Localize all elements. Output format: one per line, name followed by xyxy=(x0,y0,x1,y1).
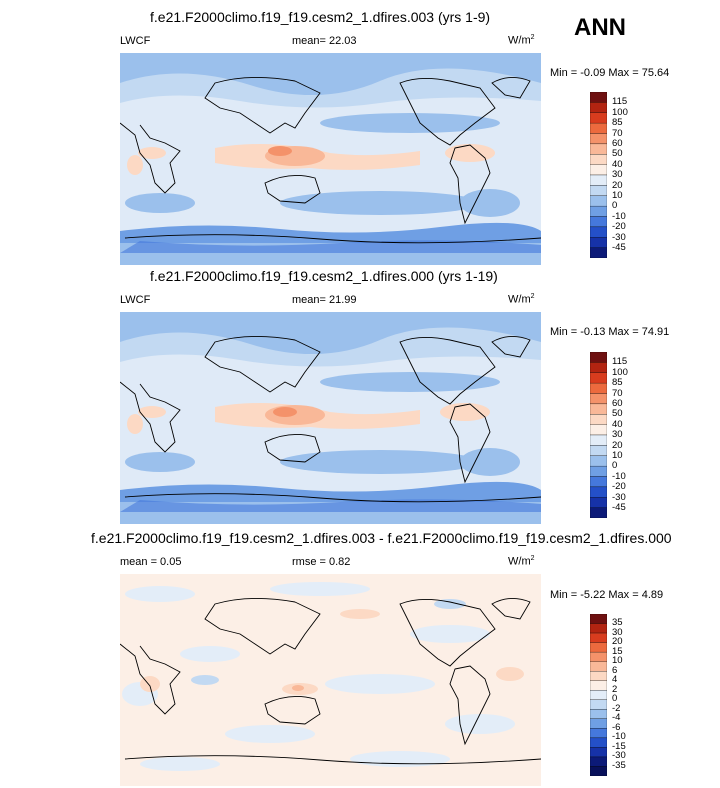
panel-3-rmse: rmse = 0.82 xyxy=(292,556,351,568)
panel-3-level: 20 xyxy=(612,636,623,647)
panel-1-level: 100 xyxy=(612,107,628,118)
panel-3-level: 10 xyxy=(612,655,623,666)
panel-1-mean: mean= 22.03 xyxy=(292,35,357,47)
panel-1-level: 0 xyxy=(612,200,618,211)
panel-1-level: -20 xyxy=(612,221,626,232)
panel-1-title: f.e21.F2000climo.f19_f19.cesm2_1.dfires.… xyxy=(150,9,491,25)
panel-3-level: 4 xyxy=(612,674,618,685)
panel-3-level: 0 xyxy=(612,693,618,704)
panel-2-level: 30 xyxy=(612,429,623,440)
panel-3-colorbar xyxy=(590,614,607,776)
panel-3-level: -2 xyxy=(612,703,621,714)
panel-2-map xyxy=(120,312,541,524)
panel-3-minmax: Min = -5.22 Max = 4.89 xyxy=(550,589,664,601)
panel-1-level: 70 xyxy=(612,128,623,139)
season-label: ANN xyxy=(574,14,626,41)
panel-3-level: 35 xyxy=(612,617,623,628)
panel-2-level: 40 xyxy=(612,419,623,430)
panel-1-level: -30 xyxy=(612,232,626,243)
panel-1-level: 85 xyxy=(612,117,623,128)
panel-1-level: 30 xyxy=(612,169,623,180)
panel-1-level: -45 xyxy=(612,242,626,253)
panel-1-units: W/m2 xyxy=(508,34,535,47)
panel-2-units: W/m2 xyxy=(508,293,535,306)
panel-2-level: -45 xyxy=(612,502,626,513)
panel-3-title: f.e21.F2000climo.f19_f19.cesm2_1.dfires.… xyxy=(91,530,672,546)
panel-1-level: 10 xyxy=(612,190,623,201)
panel-3-mean: mean = 0.05 xyxy=(120,556,182,568)
panel-2-level: -10 xyxy=(612,471,626,482)
panel-2-level: 85 xyxy=(612,377,623,388)
panel-3-level: -30 xyxy=(612,750,626,761)
panel-2-variable: LWCF xyxy=(120,294,151,306)
panel-1-level: 20 xyxy=(612,180,623,191)
panel-3-level: 6 xyxy=(612,665,618,676)
panel-1-colorbar xyxy=(590,92,607,258)
panel-1-minmax: Min = -0.09 Max = 75.64 xyxy=(550,67,670,79)
panel-3-level: -4 xyxy=(612,712,621,723)
panel-3-level: 30 xyxy=(612,627,623,638)
panel-1-level: 60 xyxy=(612,138,623,149)
panel-1-level: 115 xyxy=(612,96,628,107)
panel-3-units: W/m2 xyxy=(508,555,535,568)
panel-3-level: -15 xyxy=(612,741,626,752)
panel-2-level: 20 xyxy=(612,440,623,451)
panel-2-minmax: Min = -0.13 Max = 74.91 xyxy=(550,326,670,338)
panel-2-level: 70 xyxy=(612,388,623,399)
panel-2-level: 50 xyxy=(612,408,623,419)
panel-2-level: 0 xyxy=(612,460,618,471)
panel-2-level: -30 xyxy=(612,492,626,503)
panel-2-level: 60 xyxy=(612,398,623,409)
panel-2-level: 100 xyxy=(612,367,628,378)
panel-1-map xyxy=(120,53,541,265)
panel-3-level: -35 xyxy=(612,760,626,771)
panel-2-title: f.e21.F2000climo.f19_f19.cesm2_1.dfires.… xyxy=(150,268,498,284)
panel-3-level: 2 xyxy=(612,684,618,695)
panel-3-level: 15 xyxy=(612,646,623,657)
panel-3-map xyxy=(120,574,541,786)
panel-2-colorbar xyxy=(590,352,607,518)
panel-1-level: -10 xyxy=(612,211,626,222)
panel-1-variable: LWCF xyxy=(120,35,151,47)
panel-2-mean: mean= 21.99 xyxy=(292,294,357,306)
panel-1-level: 50 xyxy=(612,148,623,159)
panel-2-level: 115 xyxy=(612,356,628,367)
panel-2-level: -20 xyxy=(612,481,626,492)
panel-2-level: 10 xyxy=(612,450,623,461)
panel-1-level: 40 xyxy=(612,159,623,170)
panel-3-level: -10 xyxy=(612,731,626,742)
panel-3-level: -6 xyxy=(612,722,621,733)
